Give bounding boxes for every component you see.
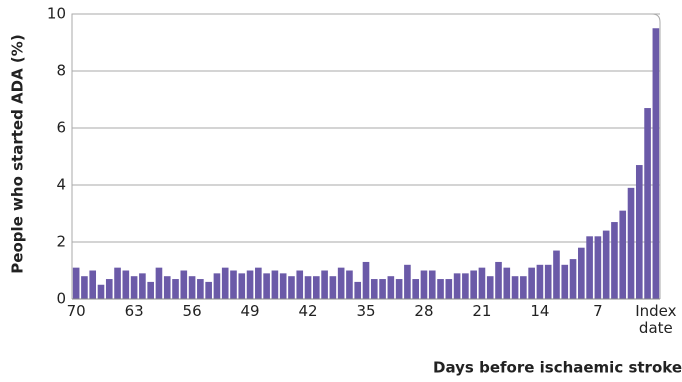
bar (221, 267, 229, 299)
plot-frame (71, 13, 661, 299)
bar (362, 261, 370, 299)
bar (197, 279, 204, 299)
bar (462, 273, 469, 299)
bar (569, 259, 577, 299)
bar (644, 108, 651, 299)
bar (536, 264, 544, 299)
bar (528, 267, 535, 299)
x-tick-label: 63 (124, 302, 144, 320)
y-tick-label: 8 (56, 62, 66, 80)
bar (337, 267, 345, 299)
bar (561, 264, 569, 299)
x-tick-label: 28 (414, 302, 434, 320)
bar (627, 187, 635, 299)
bar (578, 247, 585, 299)
bar (279, 273, 287, 299)
bar (354, 281, 362, 299)
bar (205, 281, 212, 299)
bar (114, 267, 121, 299)
x-tick-label: 21 (472, 302, 492, 320)
bar (420, 270, 428, 299)
x-tick-label: Index date (635, 302, 677, 337)
x-tick-label: 42 (298, 302, 318, 320)
bar (155, 267, 163, 299)
bar (271, 270, 279, 299)
bar (370, 279, 378, 299)
bar (478, 267, 486, 299)
bar (594, 236, 602, 299)
bar (404, 264, 411, 299)
bar (89, 270, 97, 299)
bar (81, 276, 88, 299)
bar (346, 270, 353, 299)
bar (180, 270, 188, 299)
bar (520, 276, 527, 299)
bar (387, 276, 395, 299)
bar (97, 284, 105, 299)
bar (163, 276, 171, 299)
bar (130, 276, 138, 299)
x-tick-label: 56 (182, 302, 202, 320)
bar (586, 236, 593, 299)
bar (188, 276, 196, 299)
x-tick-label: 70 (66, 302, 86, 320)
bar (263, 273, 270, 299)
bar (395, 279, 403, 299)
bar (139, 273, 146, 299)
bar (619, 210, 627, 299)
bar (213, 273, 221, 299)
y-tick-label: 2 (56, 233, 66, 251)
x-axis-label: Days before ischaemic stroke (433, 359, 682, 377)
bar (122, 270, 130, 299)
bar (412, 279, 420, 299)
bar (329, 276, 337, 299)
y-tick-label: 10 (47, 5, 66, 23)
bar (296, 270, 304, 299)
bar (445, 279, 453, 299)
bar (544, 264, 552, 299)
bar (379, 279, 386, 299)
bar (72, 267, 80, 299)
bar (172, 279, 179, 299)
bar (428, 270, 436, 299)
bar (321, 270, 328, 299)
bar (453, 273, 461, 299)
bar (437, 279, 444, 299)
bar (503, 267, 511, 299)
bar (230, 270, 237, 299)
bar (602, 230, 610, 299)
bar (652, 28, 660, 299)
bar (470, 270, 477, 299)
y-tick-label: 0 (56, 290, 66, 308)
bar (486, 276, 494, 299)
x-tick-label: 35 (356, 302, 376, 320)
bar (238, 273, 246, 299)
bar (511, 276, 519, 299)
bar (635, 165, 643, 299)
y-axis-label: People who started ADA (%) (9, 34, 27, 273)
bar (288, 276, 295, 299)
x-tick-label: 14 (530, 302, 550, 320)
bar (495, 261, 502, 299)
x-tick-label: 7 (593, 302, 603, 320)
bar (255, 267, 262, 299)
y-tick-label: 4 (56, 176, 66, 194)
bar (105, 279, 113, 299)
bar (246, 270, 254, 299)
y-tick-label: 6 (56, 119, 66, 137)
bar (312, 276, 320, 299)
x-tick-label: 49 (240, 302, 260, 320)
bar (611, 222, 618, 299)
bar (553, 250, 560, 299)
bar (147, 281, 154, 299)
bar (304, 276, 312, 299)
